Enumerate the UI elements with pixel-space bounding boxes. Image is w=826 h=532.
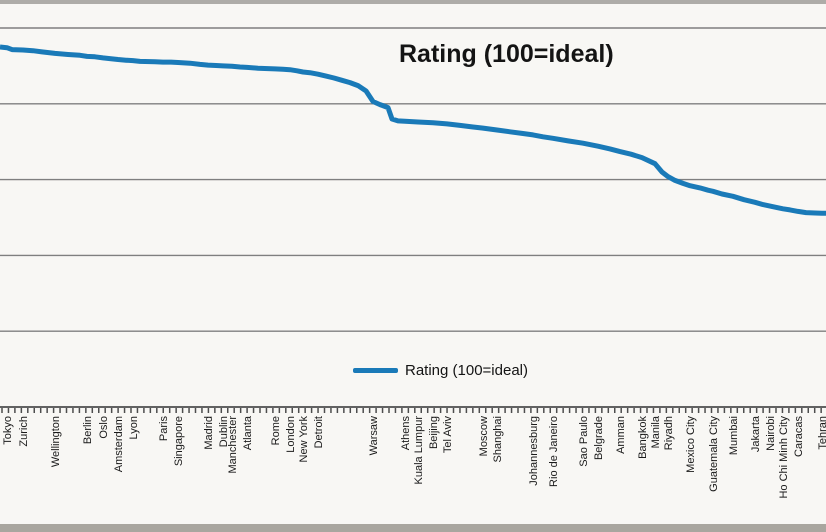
x-axis-label: Mumbai (728, 416, 740, 455)
x-axis-label: Belgrade (593, 416, 605, 460)
x-axis-label: Berlin (82, 416, 94, 444)
x-axis-label: Tehran (817, 416, 826, 450)
x-axis-label: Oslo (98, 416, 110, 439)
x-axis-label: Madrid (203, 416, 215, 450)
x-axis-label: Bangkok (637, 416, 649, 459)
x-axis-label: Riyadh (663, 416, 675, 450)
x-axis-label: Kuala Lumpur (413, 416, 425, 485)
x-axis-label: Detroit (313, 416, 325, 448)
x-axis-label: Sao Paulo (578, 416, 590, 467)
x-axis-label: Amsterdam (113, 416, 125, 472)
x-axis-label: New York (298, 416, 310, 463)
x-axis-label: Caracas (793, 416, 805, 457)
x-axis-label: Mexico City (685, 416, 697, 473)
x-axis-label: Shanghai (492, 416, 504, 463)
x-axis-label: Wellington (50, 416, 62, 467)
x-axis-label: Beijing (428, 416, 440, 449)
x-axis-label: Rio de Janeiro (548, 416, 560, 487)
x-axis-label: Lyon (128, 416, 140, 439)
chart-title: Rating (100=ideal) (399, 40, 614, 68)
legend: Rating (100=ideal) (353, 359, 528, 381)
x-axis-label: Johannesburg (528, 416, 540, 486)
x-axis-label: Amman (615, 416, 627, 454)
rating-series-line (0, 44, 826, 216)
x-axis-label: Manila (650, 415, 662, 448)
x-axis-label: Tel Aviv (442, 416, 454, 454)
x-axis-label: Jakarta (750, 415, 762, 452)
x-axis-label: Zurich (18, 416, 30, 447)
legend-label: Rating (100=ideal) (405, 361, 528, 379)
x-axis-label: Guatemala City (708, 416, 720, 492)
legend-line-swatch-icon (353, 367, 398, 373)
x-axis-label: Atlanta (242, 415, 254, 450)
x-axis-label: Nairobi (765, 416, 777, 451)
x-axis-label: Singapore (173, 416, 185, 466)
x-axis-label: Tokyo (2, 416, 14, 445)
x-axis-label: Athens (400, 416, 412, 451)
x-axis-label: London (285, 416, 297, 453)
x-axis-label: Manchester (227, 416, 239, 474)
x-axis-label: Paris (158, 416, 170, 442)
x-axis-label: Moscow (478, 416, 490, 456)
window-top-edge (0, 0, 826, 4)
x-axis-label: Warsaw (368, 416, 380, 455)
x-axis-label: Ho Chi Minh City (778, 416, 790, 499)
x-axis-label: Rome (270, 416, 282, 445)
window-bottom-edge (0, 524, 826, 532)
x-axis-label: Dublin (218, 416, 230, 447)
